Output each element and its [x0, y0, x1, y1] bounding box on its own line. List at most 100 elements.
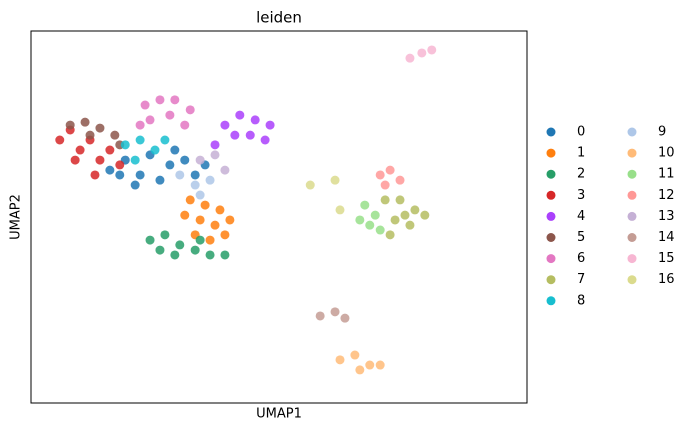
point [120, 140, 130, 150]
point [150, 145, 160, 155]
y-axis-label: UMAP2 [9, 194, 24, 240]
point [175, 240, 185, 250]
point [130, 180, 140, 190]
point [220, 230, 230, 240]
legend-label: 2 [577, 167, 585, 182]
point [90, 170, 100, 180]
legend-marker [546, 275, 556, 285]
legend-label: 1 [577, 146, 585, 161]
plot-frame [30, 30, 528, 404]
point [155, 95, 165, 105]
point [205, 235, 215, 245]
point [140, 100, 150, 110]
point [375, 225, 385, 235]
point [315, 311, 325, 321]
legend-label: 10 [658, 146, 675, 161]
point [130, 155, 140, 165]
point [165, 160, 175, 170]
chart-title: leiden [256, 9, 302, 27]
legend-marker [546, 190, 556, 200]
point [175, 170, 185, 180]
point [260, 135, 270, 145]
legend-marker [627, 127, 637, 137]
legend-label: 11 [658, 167, 675, 182]
point [180, 120, 190, 130]
legend-label: 7 [577, 272, 585, 287]
point [115, 160, 125, 170]
legend-label: 9 [658, 125, 666, 140]
legend-label: 6 [577, 251, 585, 266]
point [215, 205, 225, 215]
point [75, 145, 85, 155]
point [95, 123, 105, 133]
point [105, 145, 115, 155]
point [190, 170, 200, 180]
legend-label: 14 [658, 230, 675, 245]
legend-marker [627, 169, 637, 179]
legend-marker [627, 233, 637, 242]
point [417, 48, 427, 58]
point [70, 155, 80, 165]
legend-marker [627, 254, 637, 264]
legend-label: 4 [577, 209, 585, 224]
point [190, 180, 200, 190]
point [305, 180, 315, 190]
point [205, 250, 215, 260]
legend-label: 16 [658, 272, 675, 287]
point [160, 135, 170, 145]
point [55, 135, 65, 145]
point [375, 360, 385, 370]
point [220, 120, 230, 130]
legend-label: 3 [577, 188, 585, 203]
point [235, 110, 245, 120]
legend-label: 13 [658, 209, 675, 224]
point [170, 145, 180, 155]
point [265, 120, 275, 130]
point [145, 115, 155, 125]
point [335, 205, 345, 215]
point [380, 195, 390, 205]
point [180, 210, 190, 220]
legend-label: 12 [658, 188, 675, 203]
legend-marker [546, 127, 556, 137]
point [330, 175, 340, 185]
legend-label: 5 [577, 230, 585, 245]
point [170, 250, 180, 260]
point [390, 215, 400, 225]
point [400, 210, 410, 220]
point [245, 130, 255, 140]
point [195, 235, 205, 245]
point [230, 130, 240, 140]
point [405, 220, 415, 230]
point [360, 200, 370, 210]
point [395, 195, 405, 205]
point [225, 215, 235, 225]
point [145, 235, 155, 245]
point [95, 155, 105, 165]
legend-marker [627, 275, 637, 285]
point [335, 355, 345, 365]
legend-marker [546, 148, 556, 158]
point [365, 220, 375, 230]
point [410, 205, 420, 215]
point [155, 175, 165, 185]
legend-marker [627, 190, 637, 200]
legend-marker [546, 169, 556, 179]
point [355, 215, 365, 225]
point [195, 155, 205, 165]
point [370, 210, 380, 220]
point [427, 45, 437, 55]
point [375, 170, 385, 180]
point [200, 200, 210, 210]
point [210, 140, 220, 150]
point [365, 360, 375, 370]
point [135, 120, 145, 130]
points [55, 45, 437, 375]
point [190, 245, 200, 255]
legend-marker [546, 296, 556, 306]
legend-marker [546, 211, 556, 221]
point [340, 313, 350, 323]
point [165, 110, 175, 120]
point [385, 165, 395, 175]
